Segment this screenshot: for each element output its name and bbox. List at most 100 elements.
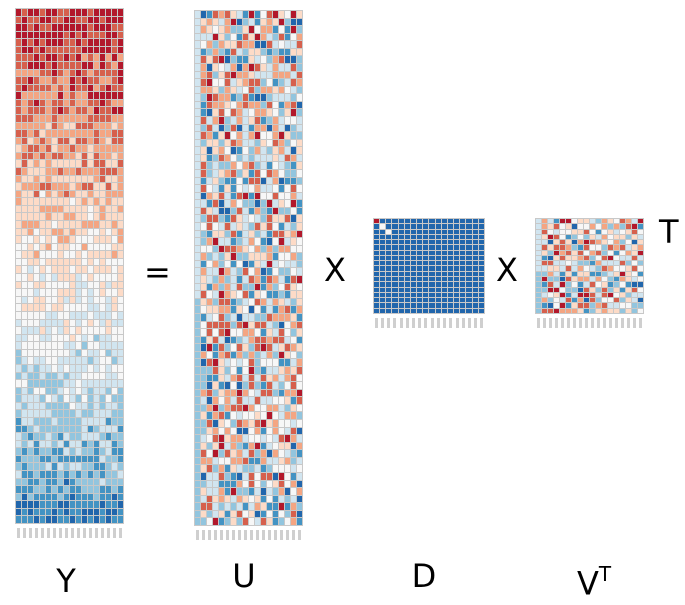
matrix-cell bbox=[249, 472, 254, 480]
matrix-cell bbox=[76, 130, 81, 137]
matrix-cell bbox=[578, 219, 583, 224]
matrix-cell bbox=[195, 374, 200, 382]
matrix-cell bbox=[267, 518, 272, 525]
matrix-cell bbox=[82, 380, 87, 387]
tick-label-mark bbox=[201, 530, 205, 540]
matrix-cell bbox=[16, 258, 21, 266]
matrix-cell bbox=[64, 24, 69, 31]
matrix-cell bbox=[34, 190, 39, 198]
matrix-cell bbox=[118, 228, 123, 236]
matrix-cell bbox=[279, 79, 284, 86]
matrix-cell bbox=[22, 380, 27, 387]
matrix-cell bbox=[410, 292, 417, 298]
tick-label-mark bbox=[274, 530, 278, 540]
matrix-cell bbox=[590, 261, 595, 266]
matrix-cell bbox=[58, 258, 63, 266]
matrix-cell bbox=[76, 387, 81, 395]
matrix-cell bbox=[447, 229, 454, 234]
matrix-cell bbox=[285, 336, 290, 344]
matrix-cell bbox=[34, 387, 39, 395]
matrix-cell bbox=[255, 276, 260, 283]
multiply-sign-2: X bbox=[496, 251, 518, 289]
matrix-cell bbox=[28, 364, 33, 372]
matrix-cell bbox=[255, 260, 260, 268]
matrix-cell bbox=[195, 329, 200, 336]
matrix-cell bbox=[231, 321, 236, 329]
matrix-cell bbox=[261, 101, 266, 109]
matrix-cell bbox=[638, 303, 643, 308]
matrix-cell bbox=[28, 236, 33, 243]
matrix-cell bbox=[28, 175, 33, 183]
matrix-cell bbox=[213, 215, 218, 223]
label-y: Y bbox=[56, 562, 76, 600]
matrix-cell bbox=[554, 303, 559, 308]
matrix-cell bbox=[88, 327, 93, 334]
matrix-cell bbox=[100, 319, 105, 327]
matrix-cell bbox=[88, 417, 93, 425]
matrix-cell bbox=[195, 154, 200, 162]
matrix-cell bbox=[58, 183, 63, 190]
matrix-cell bbox=[46, 311, 51, 319]
matrix-cell bbox=[614, 298, 619, 303]
matrix-cell bbox=[213, 450, 218, 457]
matrix-cell bbox=[548, 234, 553, 240]
matrix-cell bbox=[285, 207, 290, 215]
tick-label-mark bbox=[243, 530, 247, 540]
matrix-cell bbox=[225, 215, 230, 223]
matrix-cell bbox=[560, 287, 565, 292]
matrix-cell bbox=[28, 425, 33, 433]
matrix-cell bbox=[82, 387, 87, 395]
matrix-cell bbox=[219, 336, 224, 344]
matrix-cell bbox=[213, 268, 218, 276]
matrix-cell bbox=[118, 62, 123, 69]
matrix-cell bbox=[16, 281, 21, 289]
tick-label-mark bbox=[219, 530, 223, 540]
matrix-cell bbox=[34, 243, 39, 251]
matrix-cell bbox=[46, 425, 51, 433]
matrix-cell bbox=[249, 480, 254, 488]
matrix-cell bbox=[590, 292, 595, 298]
matrix-cell bbox=[201, 404, 206, 412]
matrix-cell bbox=[237, 230, 242, 238]
matrix-cell bbox=[70, 31, 75, 39]
matrix-cell bbox=[291, 215, 296, 223]
matrix-cell bbox=[40, 440, 45, 448]
matrix-cell bbox=[237, 26, 242, 33]
matrix-cell bbox=[536, 224, 541, 229]
matrix-cell bbox=[237, 162, 242, 170]
matrix-cell bbox=[76, 357, 81, 364]
matrix-cell bbox=[392, 282, 398, 287]
matrix-cell bbox=[267, 344, 272, 351]
matrix-cell bbox=[112, 39, 117, 46]
matrix-cell bbox=[82, 84, 87, 92]
matrix-cell bbox=[118, 311, 123, 319]
matrix-cell bbox=[106, 62, 111, 69]
matrix-cell bbox=[28, 455, 33, 463]
matrix-cell bbox=[279, 344, 284, 351]
matrix-cell bbox=[76, 455, 81, 463]
matrix-cell bbox=[460, 255, 466, 261]
matrix-cell bbox=[614, 240, 619, 245]
matrix-cell bbox=[70, 402, 75, 410]
tick-label-mark bbox=[58, 528, 62, 538]
matrix-cell bbox=[52, 304, 57, 311]
matrix-cell bbox=[596, 240, 601, 245]
matrix-cell bbox=[16, 433, 21, 440]
matrix-cell bbox=[40, 327, 45, 334]
matrix-cell bbox=[632, 308, 637, 313]
matrix-cell bbox=[118, 152, 123, 160]
matrix-cell bbox=[620, 250, 625, 255]
matrix-cell bbox=[578, 250, 583, 255]
matrix-cell bbox=[16, 236, 21, 243]
matrix-cell bbox=[219, 117, 224, 124]
matrix-cell bbox=[52, 380, 57, 387]
matrix-cell bbox=[255, 374, 260, 382]
matrix-cell bbox=[207, 86, 212, 94]
matrix-cell bbox=[267, 139, 272, 147]
matrix-cell bbox=[578, 292, 583, 298]
matrix-cell bbox=[100, 493, 105, 501]
matrix-cell bbox=[213, 139, 218, 147]
matrix-cell bbox=[291, 457, 296, 465]
matrix-cell bbox=[386, 303, 392, 308]
matrix-cell bbox=[100, 9, 105, 16]
